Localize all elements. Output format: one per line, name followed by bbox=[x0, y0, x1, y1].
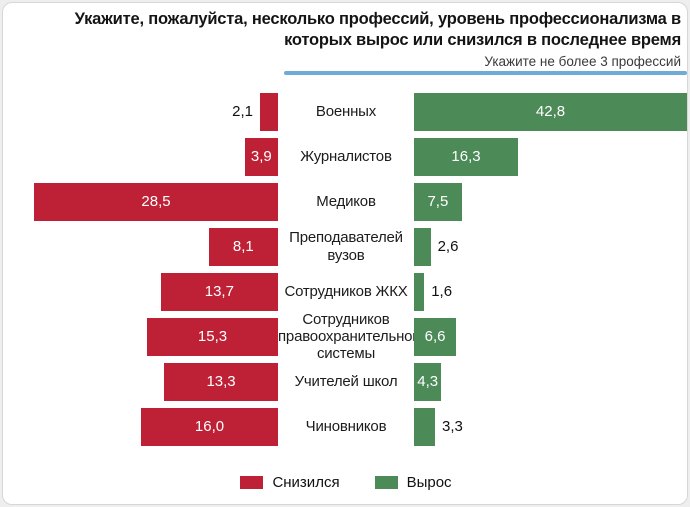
bar-increased: 7,5 bbox=[414, 182, 462, 221]
chart-row: 3,9 Журналистов 16,3 bbox=[34, 134, 687, 179]
value-label-increased: 42,8 bbox=[535, 103, 566, 120]
value-label-decreased: 13,7 bbox=[204, 283, 234, 300]
chart-rows: 2,1 Военных 42,8 3,9 Журналистов 16,3 28,5 Меди… bbox=[34, 89, 687, 449]
value-label-decreased: 2,1 bbox=[232, 103, 253, 120]
value-label-decreased: 28,5 bbox=[141, 193, 171, 210]
value-label-increased: 1,6 bbox=[431, 283, 453, 300]
legend-label-increased: Вырос bbox=[406, 474, 452, 491]
category-label: Военных bbox=[315, 102, 377, 120]
bar-decreased bbox=[260, 92, 278, 131]
decreased-bar-zone: 16,0 bbox=[34, 404, 278, 449]
increased-bar-zone: 6,6 bbox=[414, 314, 687, 359]
decreased-bar-zone: 3,9 bbox=[34, 134, 278, 179]
value-label-increased: 7,5 bbox=[427, 193, 449, 210]
chart-row: 8,1 Преподавателей вузов 2,6 bbox=[34, 224, 687, 269]
category-label: Учителей школ bbox=[294, 372, 398, 390]
bar-decreased: 3,9 bbox=[244, 137, 278, 176]
bar-decreased: 16,0 bbox=[141, 407, 278, 446]
increased-bar-zone: 3,3 bbox=[414, 404, 687, 449]
value-label-decreased: 3,9 bbox=[250, 148, 272, 165]
bar-decreased: 13,7 bbox=[160, 272, 278, 311]
legend-swatch-decreased-icon bbox=[240, 476, 264, 489]
value-label-increased: 16,3 bbox=[451, 148, 481, 165]
increased-bar-zone: 42,8 bbox=[414, 89, 687, 134]
increased-bar-zone: 1,6 bbox=[414, 269, 687, 314]
value-label-decreased: 13,3 bbox=[206, 373, 236, 390]
decreased-bar-zone: 2,1 bbox=[34, 89, 278, 134]
decreased-bar-zone: 28,5 bbox=[34, 179, 278, 224]
chart-legend: Снизился Вырос bbox=[3, 474, 687, 491]
bar-increased: 42,8 bbox=[414, 92, 687, 131]
increased-bar-zone: 16,3 bbox=[414, 134, 687, 179]
value-label-increased: 4,3 bbox=[417, 373, 439, 390]
legend-swatch-increased-icon bbox=[374, 476, 398, 489]
value-label-decreased: 16,0 bbox=[194, 418, 225, 435]
value-label-increased: 6,6 bbox=[424, 328, 446, 345]
decreased-bar-zone: 13,7 bbox=[34, 269, 278, 314]
chart-row: 13,3 Учителей школ 4,3 bbox=[34, 359, 687, 404]
category-label: Сотрудников ЖКХ bbox=[284, 282, 408, 300]
category-label: Сотрудников правоохранительной системы bbox=[278, 310, 421, 363]
increased-bar-zone: 4,3 bbox=[414, 359, 687, 404]
chart-row: 2,1 Военных 42,8 bbox=[34, 89, 687, 134]
value-label-decreased: 8,1 bbox=[232, 238, 254, 255]
decreased-bar-zone: 15,3 bbox=[34, 314, 278, 359]
bar-increased: 4,3 bbox=[414, 362, 442, 401]
category-label: Преподавателей вузов bbox=[289, 229, 403, 264]
value-label-decreased: 15,3 bbox=[197, 328, 228, 345]
bar-increased bbox=[414, 227, 431, 266]
chart-row: 15,3 Сотрудников правоохранительной систе… bbox=[34, 311, 687, 362]
value-label-increased: 3,3 bbox=[442, 418, 463, 435]
chart-subtitle: Укажите не более 3 профессий bbox=[484, 53, 681, 69]
bar-increased bbox=[414, 272, 425, 311]
increased-bar-zone: 7,5 bbox=[414, 179, 687, 224]
category-label: Медиков bbox=[316, 192, 376, 210]
bar-increased: 16,3 bbox=[414, 137, 518, 176]
value-label-increased: 2,6 bbox=[437, 238, 459, 255]
increased-bar-zone: 2,6 bbox=[414, 224, 687, 269]
bar-increased: 6,6 bbox=[414, 317, 457, 356]
legend-item-decreased: Снизился bbox=[240, 474, 340, 491]
bar-decreased: 8,1 bbox=[208, 227, 278, 266]
chart-row: 16,0 Чиновников 3,3 bbox=[34, 404, 687, 449]
legend-label-decreased: Снизился bbox=[272, 474, 340, 491]
legend-item-increased: Вырос bbox=[374, 474, 452, 491]
decreased-bar-zone: 13,3 bbox=[34, 359, 278, 404]
chart-row: 28,5 Медиков 7,5 bbox=[34, 179, 687, 224]
category-label: Журналистов bbox=[300, 147, 392, 165]
chart-title-line-1: Укажите, пожалуйста, несколько профессий… bbox=[74, 10, 682, 28]
bar-decreased: 13,3 bbox=[164, 362, 278, 401]
bar-decreased: 28,5 bbox=[34, 182, 278, 221]
chart-title-line-2: которых вырос или снизился в последнее в… bbox=[284, 31, 681, 50]
category-label: Чиновников bbox=[305, 417, 387, 435]
header-divider-line bbox=[284, 71, 687, 75]
decreased-bar-zone: 8,1 bbox=[34, 224, 278, 269]
bar-decreased: 15,3 bbox=[147, 317, 278, 356]
bar-increased bbox=[414, 407, 435, 446]
chart-row: 13,7 Сотрудников ЖКХ 1,6 bbox=[34, 269, 687, 314]
chart-header: Укажите, пожалуйста, несколько профессий… bbox=[13, 9, 682, 69]
